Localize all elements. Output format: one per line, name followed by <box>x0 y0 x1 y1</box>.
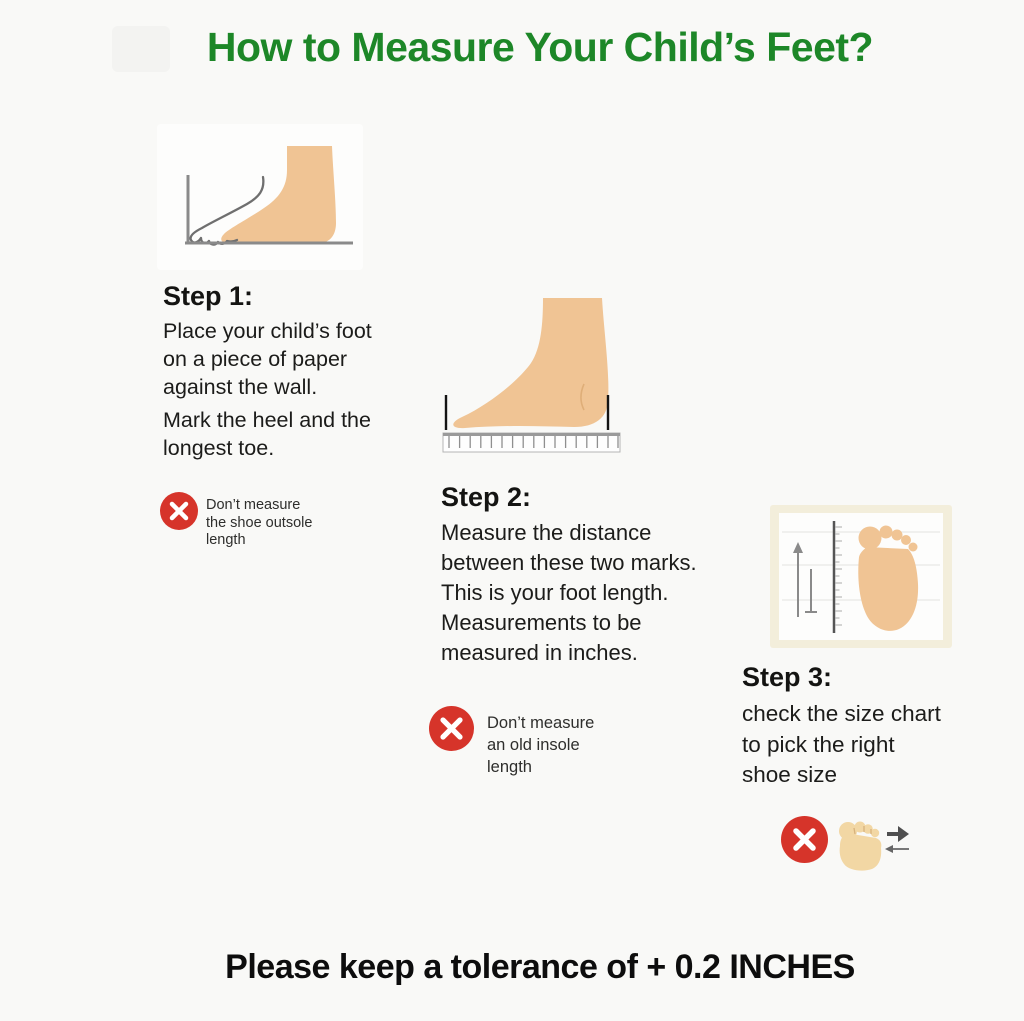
faded-logo <box>112 26 170 72</box>
step1-illustration <box>157 124 363 270</box>
foot-size-chart-icon <box>770 505 952 648</box>
step2-heading: Step 2: <box>441 482 532 512</box>
step1-body-line: Place your child’s foot <box>163 319 372 343</box>
warning-3 <box>781 816 926 876</box>
x-circle-icon <box>781 816 828 863</box>
foot-ruler-icon <box>442 298 621 453</box>
warning-1-text: Don’t measure the shoe outsole length <box>206 492 312 550</box>
warning-line: Don’t measure <box>487 714 595 732</box>
step3-heading: Step 3: <box>742 662 833 692</box>
step3-body-line: shoe size <box>742 762 838 787</box>
step1-body: Place your child’s foot on a piece of pa… <box>163 317 393 462</box>
step3-body-line: to pick the right <box>742 731 895 757</box>
step2-body-line: between these two marks. <box>441 550 697 575</box>
warning-line: length <box>206 532 246 548</box>
page-title: How to Measure Your Child’s Feet? <box>206 24 874 70</box>
step2-body-line: This is your foot length. <box>441 580 669 605</box>
step2-body-line: measured in inches. <box>441 640 638 665</box>
footer-tolerance-note: Please keep a tolerance of + 0.2 INCHES <box>225 948 855 986</box>
step2-body-line: Measure the distance <box>441 520 652 545</box>
ruler-ticks <box>448 436 619 448</box>
step3-body: check the size chart to pick the right s… <box>742 699 972 791</box>
step2-body: Measure the distance between these two m… <box>441 518 751 668</box>
vertical-ruler-ticks <box>835 526 842 626</box>
warning-1: Don’t measure the shoe outsole length <box>160 492 340 550</box>
step2-illustration <box>432 292 624 454</box>
step2-body-line: Measurements to be <box>441 610 642 635</box>
x-circle-icon <box>429 706 474 751</box>
warning-2: Don’t measure an old insole length <box>429 706 629 778</box>
warning-line: the shoe outsole <box>206 514 313 531</box>
foot-against-wall-icon <box>185 146 353 246</box>
step1-body-line: on a piece of paper <box>163 347 348 371</box>
x-circle-icon <box>160 492 198 530</box>
warning-line: Don’t measure <box>206 497 301 513</box>
step3-body-line: check the size chart <box>742 701 941 726</box>
step1-heading: Step 1: <box>163 281 254 311</box>
step1-body-line: longest toe. <box>163 436 275 460</box>
foot-icon <box>839 821 882 871</box>
foot-sole <box>858 525 919 631</box>
warning-2-text: Don’t measure an old insole length <box>487 706 594 778</box>
warning-line: an old insole <box>487 736 580 754</box>
arrows-icon <box>885 826 909 853</box>
step1-body-line: Mark the heel and the <box>163 408 371 432</box>
step1-body-line: against the wall. <box>163 375 318 399</box>
warning-line: length <box>487 758 532 776</box>
step3-illustration <box>770 505 952 648</box>
